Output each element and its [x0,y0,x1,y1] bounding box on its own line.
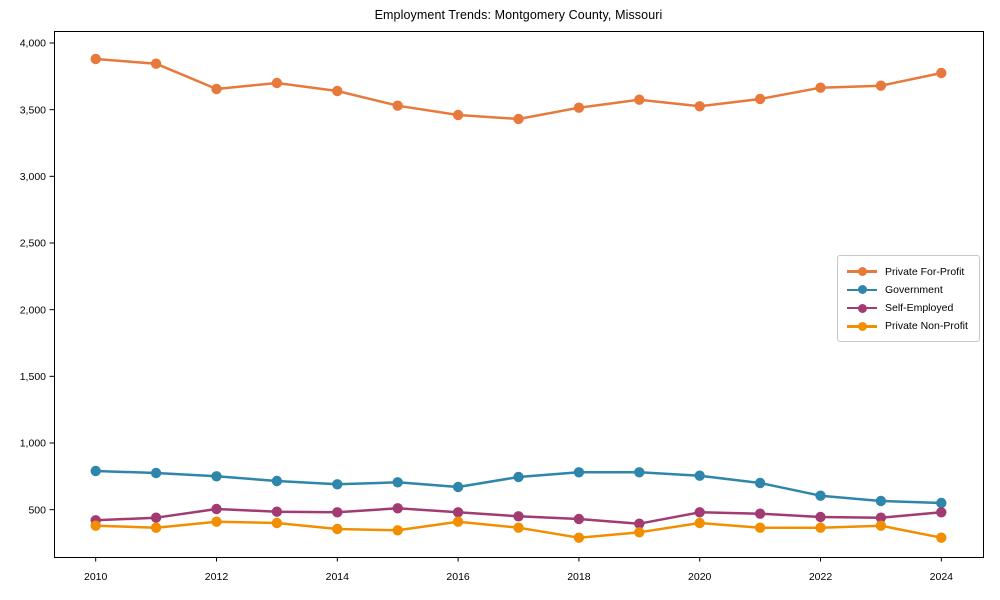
axes-frame [54,31,984,558]
data-point-government-2019 [634,467,645,478]
data-point-private-non-profit-2019 [634,527,645,538]
x-tick-label: 2010 [84,571,108,583]
data-point-self-employed-2020 [694,507,705,518]
data-point-self-employed-2017 [513,511,524,522]
data-point-self-employed-2024 [936,507,947,518]
data-point-self-employed-2019 [634,518,645,529]
data-point-private-non-profit-2012 [211,516,222,527]
y-tick-label: 1,500 [20,371,46,383]
data-point-private-for-profit-2018 [573,102,585,113]
data-point-private-non-profit-2015 [392,525,403,536]
data-point-self-employed-2023 [875,512,887,523]
data-point-private-non-profit-2011 [150,522,162,533]
y-tick-label: 4,000 [20,38,46,50]
data-point-private-for-profit-2020 [694,101,705,112]
data-point-private-non-profit-2021 [754,522,766,533]
x-tick-label: 2012 [205,571,229,583]
data-point-private-non-profit-2020 [694,517,705,529]
data-point-private-for-profit-2013 [271,77,283,89]
y-tick-label: 500 [28,504,46,516]
data-point-self-employed-2016 [452,507,464,518]
x-tick-label: 2024 [930,571,954,583]
data-point-private-non-profit-2022 [815,522,826,533]
data-point-private-non-profit-2010 [90,520,101,531]
legend-entry-private-for-profit: Private For-Profit [847,263,971,280]
legend-entry-private-non-profit: Private Non-Profit [847,318,971,335]
data-point-private-for-profit-2022 [815,82,826,93]
y-tick-label: 3,500 [20,104,46,116]
data-point-private-non-profit-2014 [332,523,343,535]
data-point-government-2015 [392,477,403,488]
y-tick-label: 2,500 [20,238,46,250]
data-point-private-non-profit-2023 [875,520,887,531]
data-point-private-for-profit-2024 [936,67,947,79]
legend-entry-self-employed: Self-Employed [847,300,971,317]
x-tick-label: 2020 [688,571,712,583]
data-point-self-employed-2018 [573,513,585,525]
x-tick-label: 2022 [809,571,833,583]
legend-line-dot-icon [847,284,877,295]
legend-line-dot-icon [847,303,877,314]
legend-line-dot-icon [847,321,877,332]
legend-entry-government: Government [847,281,971,298]
data-point-private-non-profit-2013 [271,517,283,529]
data-point-self-employed-2022 [815,511,826,523]
data-point-self-employed-2011 [150,512,162,523]
data-point-government-2011 [150,467,162,479]
legend-box: Private For-Profit Government Self-Employe… [837,255,980,342]
data-point-self-employed-2013 [271,506,283,517]
data-point-private-for-profit-2010 [90,53,101,65]
y-tick-label: 2,000 [20,304,46,316]
data-point-government-2013 [271,475,283,487]
data-point-private-non-profit-2024 [936,532,947,543]
legend-label: Private Non-Profit [885,320,968,333]
data-point-private-for-profit-2014 [332,85,343,97]
data-point-government-2017 [513,471,524,483]
data-point-government-2021 [754,477,766,489]
data-point-private-non-profit-2017 [513,522,524,533]
data-point-private-for-profit-2019 [634,94,645,105]
data-point-government-2012 [211,471,222,482]
data-point-government-2014 [332,479,343,490]
chart-title: Employment Trends: Montgomery County, Mi… [374,8,663,22]
data-point-government-2016 [452,481,464,493]
data-point-government-2020 [694,470,705,481]
data-point-government-2022 [815,490,826,501]
data-point-private-for-profit-2012 [211,83,222,95]
data-point-private-for-profit-2016 [452,109,464,121]
data-point-private-for-profit-2011 [150,58,162,69]
data-point-self-employed-2015 [392,503,403,514]
x-tick-label: 2016 [446,571,470,583]
data-point-self-employed-2012 [211,503,222,515]
data-point-private-non-profit-2018 [573,532,585,543]
data-point-private-for-profit-2017 [513,113,524,125]
data-point-government-2018 [573,467,585,478]
series-line-private-for-profit [95,57,942,121]
legend-label: Government [885,283,943,296]
data-point-government-2024 [936,497,947,509]
data-point-government-2023 [875,495,887,507]
data-point-private-non-profit-2016 [452,516,464,527]
x-tick-label: 2014 [326,571,350,583]
x-tick-label: 2018 [567,571,591,583]
legend-label: Self-Employed [885,302,954,315]
data-point-self-employed-2021 [754,508,766,519]
y-tick-label: 3,000 [20,171,46,183]
legend-label: Private For-Profit [885,265,965,278]
y-tick-label: 1,000 [20,438,46,450]
data-point-private-for-profit-2023 [875,80,887,91]
legend-line-dot-icon [847,266,877,277]
data-point-private-for-profit-2021 [754,93,766,105]
data-point-self-employed-2014 [332,507,343,518]
data-point-government-2010 [90,465,101,477]
data-point-private-for-profit-2015 [392,100,403,111]
